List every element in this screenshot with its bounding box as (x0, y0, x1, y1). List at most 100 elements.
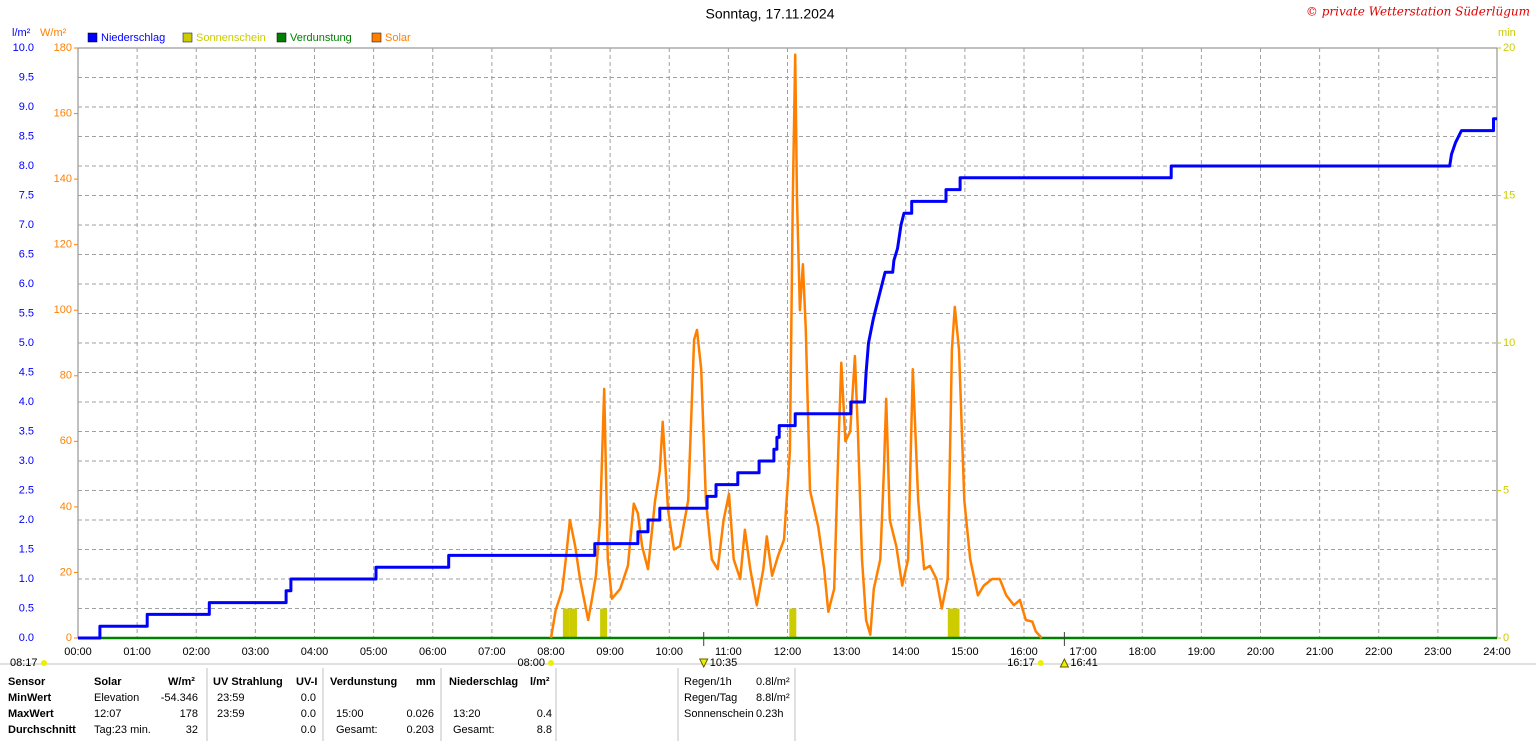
legend-label: Verdunstung (290, 32, 352, 44)
y-tick-label: 2.5 (19, 484, 34, 496)
sunshine-bar (569, 608, 577, 638)
table-cell: Tag:23 min. (94, 724, 151, 736)
credit: © private Wetterstation Süderlügum (1306, 5, 1530, 19)
table-cell: 0.0 (301, 724, 316, 736)
table-cell: Elevation (94, 692, 139, 704)
y2-tick-label: 40 (60, 501, 72, 513)
y-tick-label: 3.5 (19, 425, 34, 437)
y-tick-label: 1.5 (19, 543, 34, 555)
x-tick-label: 17:00 (1069, 646, 1097, 658)
y-tick-label: 6.5 (19, 248, 34, 260)
table-cell: 178 (180, 708, 198, 720)
marker-dot (1037, 660, 1044, 666)
y-tick-label: 4.5 (19, 366, 34, 378)
x-tick-label: 12:00 (774, 646, 802, 658)
y2-tick-label: 80 (60, 370, 72, 382)
table-cell: Gesamt: (453, 724, 495, 736)
x-tick-label: 00:00 (64, 646, 92, 658)
x-tick-label: 09:00 (596, 646, 624, 658)
x-tick-label: 15:00 (951, 646, 979, 658)
x-tick-label: 03:00 (242, 646, 270, 658)
table-cell: Durchschnitt (8, 724, 76, 736)
x-tick-label: 21:00 (1306, 646, 1334, 658)
table-header: Niederschlag (449, 676, 518, 688)
y2-tick-label: 180 (54, 42, 72, 54)
table-cell: 13:20 (453, 708, 481, 720)
y-tick-label: 9.5 (19, 71, 34, 83)
y-tick-label: 8.5 (19, 130, 34, 142)
y-tick-label: 4.0 (19, 396, 34, 408)
y-tick-label: 7.0 (19, 219, 34, 231)
marker-label: 16:17 (1007, 657, 1035, 669)
x-tick-label: 02:00 (182, 646, 210, 658)
series-line (549, 53, 1043, 639)
table-cell: 12:07 (94, 708, 122, 720)
x-tick-label: 20:00 (1247, 646, 1275, 658)
legend-label: Solar (385, 32, 411, 44)
series-line (78, 117, 1497, 640)
y3-axis-unit: min (1498, 27, 1516, 39)
y-tick-label: 2.0 (19, 514, 34, 526)
table-cell: MaxWert (8, 708, 54, 720)
table-header: Sensor (8, 676, 46, 688)
chart-title: Sonntag, 17.11.2024 (706, 6, 835, 22)
table-header: l/m² (530, 676, 550, 688)
x-tick-label: 11:00 (715, 646, 742, 658)
x-tick-label: 24:00 (1483, 646, 1511, 658)
table-cell: Gesamt: (336, 724, 378, 736)
y3-tick-label: 15 (1503, 189, 1515, 201)
y2-axis-unit: W/m² (40, 27, 67, 39)
table-cell: -54.346 (161, 692, 198, 704)
table-cell: 0.0 (301, 708, 316, 720)
x-tick-label: 10:00 (655, 646, 683, 658)
y-axis-unit: l/m² (12, 27, 31, 39)
table-header: Solar (94, 676, 122, 688)
table-cell: 0.0 (301, 692, 316, 704)
table-header: UV Strahlung (213, 676, 283, 688)
y2-tick-label: 100 (54, 304, 72, 316)
x-tick-label: 07:00 (478, 646, 506, 658)
summary-value: 0.8l/m² (756, 676, 790, 688)
y-tick-label: 9.0 (19, 101, 34, 113)
x-tick-label: 04:00 (301, 646, 329, 658)
x-tick-label: 06:00 (419, 646, 447, 658)
y-tick-label: 1.0 (19, 573, 34, 585)
y3-tick-label: 0 (1503, 632, 1509, 644)
x-tick-label: 22:00 (1365, 646, 1393, 658)
x-tick-label: 01:00 (123, 646, 151, 658)
legend-swatch (87, 32, 98, 43)
x-tick-label: 23:00 (1424, 646, 1452, 658)
y-tick-label: 6.0 (19, 278, 34, 290)
y3-tick-label: 10 (1503, 337, 1515, 349)
summary-label: Sonnenschein (684, 708, 754, 720)
table-cell: 23:59 (217, 692, 245, 704)
sunrise-label: 08:17 (10, 657, 38, 669)
table-cell: MinWert (8, 692, 52, 704)
y-tick-label: 3.0 (19, 455, 34, 467)
marker-label: 08:00 (517, 657, 545, 669)
y2-tick-label: 0 (66, 632, 72, 644)
y2-tick-label: 20 (60, 566, 72, 578)
y-tick-label: 8.0 (19, 160, 34, 172)
y2-tick-label: 160 (54, 107, 72, 119)
table-cell: 0.203 (406, 724, 434, 736)
y-tick-label: 10.0 (13, 42, 34, 54)
table-header: W/m² (168, 676, 195, 688)
legend-swatch (371, 32, 382, 43)
table-cell: 23:59 (217, 708, 245, 720)
y2-tick-label: 140 (54, 173, 72, 185)
y3-tick-label: 5 (1503, 484, 1509, 496)
sunshine-bar (952, 608, 960, 638)
x-tick-label: 16:00 (1010, 646, 1038, 658)
marker-label: 10:35 (710, 657, 738, 669)
summary-value: 8.8l/m² (756, 692, 790, 704)
x-tick-label: 08:00 (537, 646, 565, 658)
table-header: mm (416, 676, 436, 688)
legend-swatch (276, 32, 287, 43)
y-tick-label: 5.5 (19, 307, 34, 319)
x-tick-label: 14:00 (892, 646, 920, 658)
table-header: UV-I (296, 676, 317, 688)
table-cell: 32 (186, 724, 198, 736)
y2-tick-label: 60 (60, 435, 72, 447)
